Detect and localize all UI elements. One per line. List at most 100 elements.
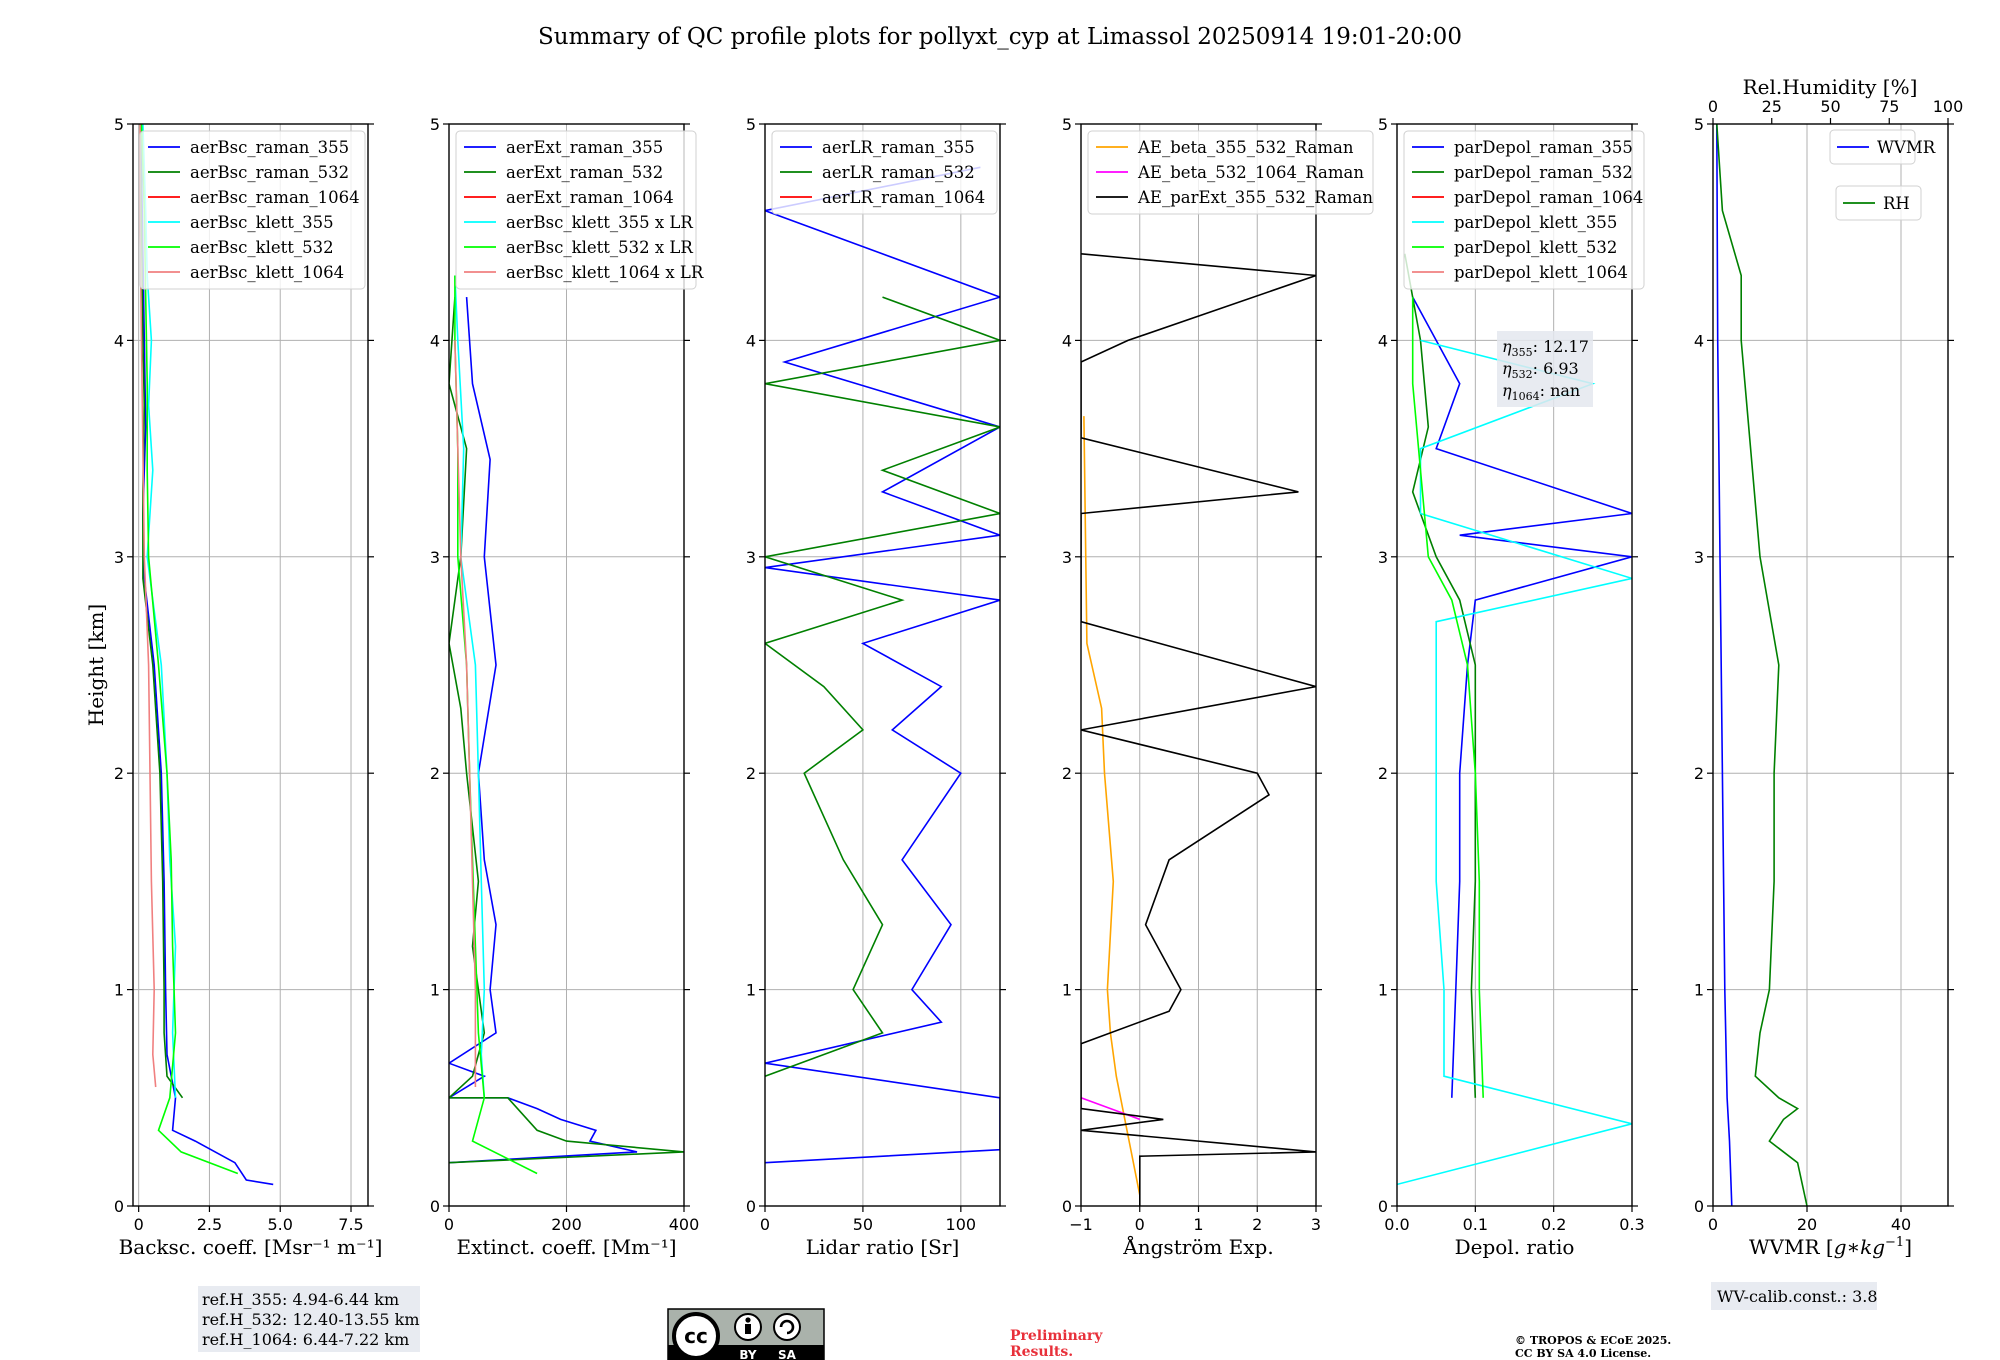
legend-entry: AE_parExt_355_532_Raman bbox=[1137, 188, 1373, 207]
x-tick-label: 0 bbox=[760, 1215, 770, 1234]
figure-title: Summary of QC profile plots for pollyxt_… bbox=[538, 24, 1462, 50]
ref-h-532: ref.H_532: 12.40-13.55 km bbox=[202, 1310, 420, 1329]
y-tick-label: 0 bbox=[1062, 1197, 1072, 1216]
axes-frame bbox=[1396, 123, 1633, 1207]
legend: parDepol_raman_355 parDepol_raman_532 parD… bbox=[1403, 130, 1645, 290]
y-tick-label: 2 bbox=[1694, 764, 1704, 783]
y-tick-label: 1 bbox=[114, 981, 124, 1000]
y-tick-label: 0 bbox=[430, 1197, 440, 1216]
panel-5: 0.0 0.1 0.2 0.3 0 1 2 3 4 5 Depol. ratio parDepol_r… bbox=[1378, 115, 1645, 1259]
series-line-aerBsc_klett_1064 x LR bbox=[454, 340, 477, 1087]
x-tick-label: −1 bbox=[1069, 1215, 1093, 1234]
eta1064-text: η1064: nan bbox=[1502, 381, 1580, 403]
x-tick-label: 5.0 bbox=[268, 1215, 293, 1234]
wv-calib-text: WV-calib.const.: 3.8 bbox=[1717, 1287, 1878, 1306]
ref-height-box: ref.H_355: 4.94-6.44 km ref.H_532: 12.40… bbox=[198, 1286, 420, 1352]
y-tick-label: 1 bbox=[746, 981, 756, 1000]
y-tick-label: 2 bbox=[746, 764, 756, 783]
cc-by-label: BY bbox=[739, 1348, 756, 1360]
y-tick-label: 0 bbox=[746, 1197, 756, 1216]
legend-entry: aerBsc_raman_532 bbox=[190, 163, 349, 182]
svg-text:cc: cc bbox=[684, 1324, 708, 1348]
y-tick-label: 2 bbox=[1378, 764, 1388, 783]
wv-calib-box: WV-calib.const.: 3.8 bbox=[1711, 1282, 1878, 1310]
x-tick-label: 0.2 bbox=[1541, 1215, 1566, 1234]
x-tick-label: 400 bbox=[669, 1215, 700, 1234]
legend-entry: aerExt_raman_355 bbox=[506, 138, 663, 157]
legend: WVMR RH bbox=[1829, 129, 1936, 221]
legend-entry: AE_beta_355_532_Raman bbox=[1137, 138, 1354, 157]
eta355-text: η355: 12.17 bbox=[1502, 337, 1589, 359]
y-tick-label: 5 bbox=[114, 115, 124, 134]
legend-entry: aerBsc_klett_355 x LR bbox=[506, 213, 693, 232]
y-tick-label: 5 bbox=[1062, 115, 1072, 134]
x-tick-label: 0.3 bbox=[1619, 1215, 1644, 1234]
legend-entry: aerExt_raman_1064 bbox=[506, 188, 674, 207]
y-tick-label: 1 bbox=[430, 981, 440, 1000]
x-axis-label: WVMR [g∗kg−1] bbox=[1749, 1235, 1912, 1259]
series-line-WVMR bbox=[1716, 124, 1733, 1206]
x-tick-label: 0.0 bbox=[1384, 1215, 1409, 1234]
preliminary-line2: Results. bbox=[1010, 1344, 1073, 1360]
rh-tick-label: 100 bbox=[1933, 97, 1964, 116]
rh-axis-label: Rel.Humidity [%] bbox=[1743, 75, 1918, 99]
y-tick-label: 2 bbox=[430, 764, 440, 783]
axes-frame bbox=[764, 123, 1001, 1207]
legend-entry: parDepol_klett_1064 bbox=[1454, 263, 1628, 282]
panel-2: 0 200 400 0 1 2 3 4 5 Extinct. coeff. [Mm⁻¹] aerEx… bbox=[430, 115, 704, 1259]
y-tick-label: 1 bbox=[1378, 981, 1388, 1000]
series-line-aerBsc_raman_355 bbox=[140, 124, 274, 1186]
rh-tick-label: 25 bbox=[1762, 97, 1782, 116]
rh-tick-label: 75 bbox=[1879, 97, 1899, 116]
x-tick-label: 0 bbox=[1135, 1215, 1145, 1234]
y-tick-label: 4 bbox=[430, 331, 440, 350]
series-line-RH bbox=[1716, 124, 1808, 1206]
legend-entry: parDepol_raman_355 bbox=[1454, 138, 1633, 157]
x-tick-label: 50 bbox=[853, 1215, 873, 1234]
cc-by-sa-logo: cc BY SA bbox=[667, 1308, 825, 1360]
panel-3: 0 50 100 0 1 2 3 4 5 Lidar ratio [Sr] aerLR_raman_… bbox=[746, 115, 1006, 1259]
x-tick-label: 20 bbox=[1797, 1215, 1817, 1234]
panel-1: 0 2.5 5.0 7.5 0 1 2 3 4 5 Backsc. coeff. [Msr⁻¹ m⁻… bbox=[114, 115, 383, 1259]
x-tick-label: 0 bbox=[134, 1215, 144, 1234]
series-line-AE_beta_355_532_Raman bbox=[1083, 416, 1141, 1196]
x-tick-label: 0.1 bbox=[1463, 1215, 1488, 1234]
legend-entry: RH bbox=[1883, 194, 1910, 213]
y-tick-label: 2 bbox=[114, 764, 124, 783]
y-tick-label: 4 bbox=[746, 331, 756, 350]
legend-entry: parDepol_raman_532 bbox=[1454, 163, 1633, 182]
y-tick-label: 0 bbox=[1378, 1197, 1388, 1216]
y-tick-label: 0 bbox=[114, 1197, 124, 1216]
copyright-line1: © TROPOS & ECoE 2025. bbox=[1515, 1334, 1671, 1347]
legend-entry: parDepol_klett_355 bbox=[1454, 213, 1617, 232]
depol-eta-box: η355: 12.17 η532: 6.93 η1064: nan bbox=[1497, 331, 1593, 407]
legend-entry: aerLR_raman_1064 bbox=[822, 188, 985, 207]
y-tick-label: 5 bbox=[1694, 115, 1704, 134]
y-tick-label: 3 bbox=[114, 548, 124, 567]
series-line-parDepol_klett_532 bbox=[1411, 297, 1484, 1098]
legend: aerBsc_raman_355 aerBsc_raman_532 aerBsc_r… bbox=[139, 130, 366, 290]
preliminary-line1: Preliminary bbox=[1010, 1328, 1103, 1344]
legend-entry: aerBsc_klett_355 bbox=[190, 213, 334, 232]
legend-entry: aerLR_raman_532 bbox=[822, 163, 975, 182]
series-line-aerBsc_klett_532 bbox=[140, 124, 239, 1175]
ref-h-1064: ref.H_1064: 6.44-7.22 km bbox=[202, 1330, 409, 1349]
series-line-aerBsc_raman_532 bbox=[139, 124, 184, 1099]
series-line-aerBsc_klett_1064 bbox=[139, 124, 157, 1088]
panels: 0 2.5 5.0 7.5 0 1 2 3 4 5 Backsc. coeff. [Msr⁻¹ m⁻… bbox=[114, 115, 1954, 1259]
rh-tick-label: 0 bbox=[1708, 97, 1718, 116]
series-line-AE_beta_532_1064_Raman bbox=[1081, 1097, 1141, 1121]
x-tick-label: 0 bbox=[1708, 1215, 1718, 1234]
x-axis-label: Depol. ratio bbox=[1455, 1235, 1575, 1259]
series-line-aerLR_raman_532 bbox=[765, 296, 1000, 1077]
legend-entry: aerBsc_klett_1064 bbox=[190, 263, 344, 282]
legend-entry: aerBsc_klett_532 bbox=[190, 238, 334, 257]
y-tick-label: 5 bbox=[1378, 115, 1388, 134]
series-line-aerExt_raman_355 bbox=[449, 297, 638, 1164]
x-tick-label: 2.5 bbox=[197, 1215, 222, 1234]
x-tick-label: 40 bbox=[1891, 1215, 1911, 1234]
x-tick-label: 100 bbox=[946, 1215, 977, 1234]
axes-frame bbox=[1712, 123, 1949, 1207]
x-axis-label: Lidar ratio [Sr] bbox=[806, 1235, 960, 1259]
